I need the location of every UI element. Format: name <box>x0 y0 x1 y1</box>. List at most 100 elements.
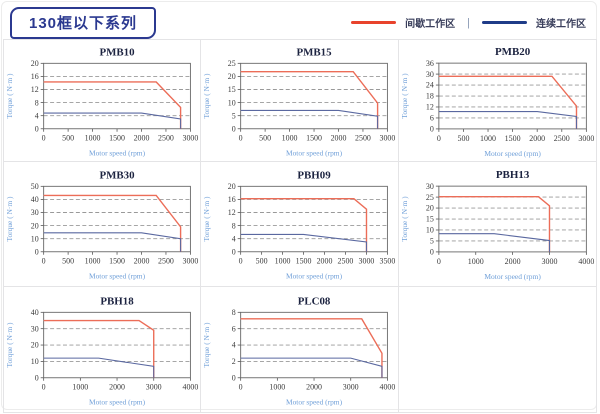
x-tick-label: 2000 <box>529 133 545 142</box>
plot-border <box>240 62 389 129</box>
chart-cell-pbh09: PBH09 0 4 8 12 16 20 0 500 1000 1500 2000 2500 3000 35… <box>201 162 399 287</box>
y-axis-label: Torque ( N·m ) <box>202 322 211 368</box>
empty-cell <box>399 287 596 412</box>
y-tick-label: 0 <box>430 248 434 257</box>
y-tick-label: 0 <box>232 247 236 256</box>
continuous-series-line <box>240 109 379 129</box>
y-tick-label: 18 <box>426 91 434 100</box>
x-tick-label: 1500 <box>504 133 520 142</box>
legend-label-continuous: 连续工作区 <box>536 19 586 30</box>
x-tick-label: 2500 <box>338 257 354 266</box>
continuous-series-line <box>438 110 577 129</box>
plot-border <box>43 62 191 129</box>
y-tick-label: 5 <box>430 237 434 246</box>
y-tick-label: 12 <box>31 85 39 94</box>
x-tick-label: 2000 <box>134 133 150 142</box>
y-tick-label: 15 <box>426 215 434 224</box>
y-tick-label: 8 <box>232 221 236 230</box>
legend-item-continuous: 连续工作区 <box>482 15 586 30</box>
chart-title: PMB20 <box>495 46 531 58</box>
x-tick-label: 0 <box>437 133 441 142</box>
y-tick-label: 4 <box>232 234 236 243</box>
y-tick-label: 10 <box>31 357 39 366</box>
chart-cell-pmb30: PMB30 0 10 20 30 40 50 0 500 1000 1500 2000 2500 3000… <box>4 162 202 287</box>
x-tick-label: 500 <box>260 133 272 142</box>
intermittent-series-line <box>43 319 155 378</box>
y-axis-label: Torque ( N·m ) <box>400 72 409 118</box>
y-tick-label: 6 <box>232 324 236 333</box>
x-tick-label: 1000 <box>85 257 101 266</box>
x-tick-label: 2000 <box>331 133 347 142</box>
y-tick-label: 20 <box>31 58 39 67</box>
y-tick-label: 20 <box>228 182 236 191</box>
y-tick-label: 12 <box>426 102 434 111</box>
y-tick-label: 40 <box>31 307 39 316</box>
x-axis-label: Motor speed (rpm) <box>286 272 343 281</box>
y-tick-label: 25 <box>228 58 236 67</box>
y-tick-label: 0 <box>35 247 39 256</box>
charts-grid: PMB10 0 4 8 12 16 20 0 500 1000 1500 2000 2500 3000 Mo… <box>3 39 597 413</box>
continuous-series-line <box>43 232 182 252</box>
y-tick-label: 8 <box>35 98 39 107</box>
y-axis-label: Torque ( N·m ) <box>400 196 409 242</box>
y-tick-label: 20 <box>426 204 434 213</box>
x-tick-label: 3000 <box>146 382 162 391</box>
x-tick-label: 0 <box>42 382 46 391</box>
y-tick-label: 30 <box>426 182 434 191</box>
legend-item-intermittent: 间歇工作区 <box>351 15 455 30</box>
x-tick-label: 500 <box>457 133 469 142</box>
intermittent-series-line <box>240 198 368 252</box>
y-tick-label: 20 <box>31 340 39 349</box>
intermittent-series-line <box>240 70 379 129</box>
x-axis-label: Motor speed (rpm) <box>89 148 146 157</box>
intermittent-series-line <box>240 317 383 378</box>
y-tick-label: 0 <box>35 124 39 133</box>
chart-title: PBH18 <box>100 295 134 307</box>
intermittent-series-line <box>43 80 182 129</box>
intermittent-series-line <box>43 194 182 252</box>
y-tick-label: 30 <box>31 324 39 333</box>
x-tick-label: 1000 <box>480 133 496 142</box>
x-tick-label: 0 <box>437 257 441 266</box>
plot-border <box>438 62 587 129</box>
continuous-series-line <box>43 112 182 129</box>
y-tick-label: 5 <box>232 111 236 120</box>
continuous-series-line <box>240 357 383 378</box>
x-tick-label: 2500 <box>553 133 569 142</box>
plot-border <box>43 311 191 378</box>
y-tick-label: 0 <box>232 373 236 382</box>
plot-border <box>240 185 389 253</box>
x-tick-label: 3000 <box>578 133 594 142</box>
x-tick-label: 0 <box>42 133 46 142</box>
x-tick-label: 4000 <box>578 257 594 266</box>
y-tick-label: 10 <box>426 226 434 235</box>
x-tick-label: 3000 <box>343 382 359 391</box>
y-tick-label: 20 <box>228 72 236 81</box>
x-tick-label: 0 <box>239 257 243 266</box>
y-tick-label: 50 <box>31 182 39 191</box>
continuous-series-line <box>43 357 155 378</box>
y-tick-label: 10 <box>228 98 236 107</box>
intermittent-series-line <box>438 195 550 252</box>
legend-separator: | <box>467 16 470 29</box>
y-tick-label: 4 <box>35 111 39 120</box>
x-tick-label: 2500 <box>158 257 174 266</box>
y-tick-label: 6 <box>430 113 434 122</box>
x-tick-label: 1000 <box>282 133 298 142</box>
x-tick-label: 1500 <box>306 133 322 142</box>
x-tick-label: 0 <box>239 382 243 391</box>
y-tick-label: 12 <box>228 208 236 217</box>
chart-cell-pmb10: PMB10 0 4 8 12 16 20 0 500 1000 1500 2000 2500 3000 Mo… <box>4 40 202 162</box>
chart-svg-pmb10: PMB10 0 4 8 12 16 20 0 500 1000 1500 2000 2500 3000 Mo… <box>5 46 198 157</box>
x-tick-label: 500 <box>62 257 74 266</box>
x-tick-label: 4000 <box>182 382 198 391</box>
x-tick-label: 2000 <box>504 257 520 266</box>
plot-border <box>43 185 191 253</box>
chart-svg-pbh09: PBH09 0 4 8 12 16 20 0 500 1000 1500 2000 2500 3000 35… <box>202 169 395 281</box>
y-tick-label: 2 <box>232 357 236 366</box>
x-tick-label: 3000 <box>359 257 375 266</box>
chart-cell-pmb20: PMB20 0 6 12 18 24 30 36 0 500 1000 1500 2000 2500 300… <box>398 40 596 162</box>
y-tick-label: 10 <box>31 234 39 243</box>
